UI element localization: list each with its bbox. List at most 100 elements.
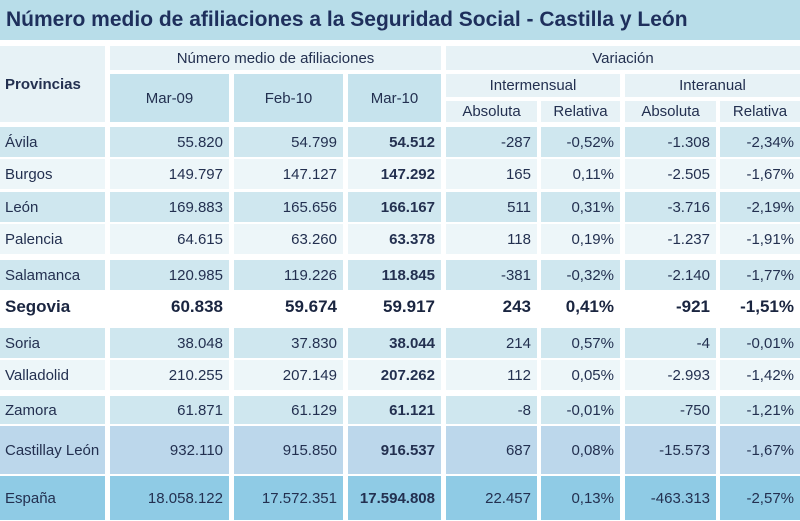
value-cell: -3.716 (625, 192, 716, 222)
value-cell: -1,21% (720, 396, 800, 424)
value-cell: -15.573 (625, 426, 716, 474)
value-cell: 38.044 (348, 328, 441, 358)
value-cell: -1,51% (720, 292, 800, 322)
value-cell: 207.149 (234, 360, 343, 390)
value-cell: -1.308 (625, 127, 716, 157)
value-cell: 147.292 (348, 159, 441, 189)
value-cell: 169.883 (110, 192, 229, 222)
province-label: Soria (5, 334, 41, 352)
intermensual-header: Intermensual (446, 74, 620, 97)
value-cell: -1,77% (720, 260, 800, 290)
value-cell: -2,34% (720, 127, 800, 157)
value-cell: -921 (625, 292, 716, 322)
value-cell: -287 (446, 127, 537, 157)
value-cell: 214 (446, 328, 537, 358)
value-cell: -1,42% (720, 360, 800, 390)
value-cell: 55.820 (110, 127, 229, 157)
province-label: Zamora (5, 401, 57, 419)
value-cell: 932.110 (110, 426, 229, 474)
value-cell: 243 (446, 292, 537, 322)
value-cell: 147.127 (234, 159, 343, 189)
value-cell: 118 (446, 224, 537, 254)
province-cell: Burgos (0, 159, 105, 189)
month-header-2: Feb-10 (234, 74, 343, 122)
province-label: Palencia (5, 230, 63, 248)
value-cell: 64.615 (110, 224, 229, 254)
value-cell: 63.378 (348, 224, 441, 254)
value-cell: -2.140 (625, 260, 716, 290)
province-label: Salamanca (5, 266, 81, 284)
value-cell: -750 (625, 396, 716, 424)
value-cell: -0,32% (541, 260, 620, 290)
province-label: León (5, 198, 39, 216)
province-label: España (5, 489, 56, 507)
value-cell: 17.594.808 (348, 476, 441, 520)
province-cell: León (0, 192, 105, 222)
value-cell: 687 (446, 426, 537, 474)
interanual-header: Interanual (625, 74, 800, 97)
value-cell: 165 (446, 159, 537, 189)
value-cell: -2,57% (720, 476, 800, 520)
value-cell: 0,19% (541, 224, 620, 254)
province-cell: Ávila (0, 127, 105, 157)
table-title: Número medio de afiliaciones a la Seguri… (6, 8, 688, 31)
value-cell: 511 (446, 192, 537, 222)
value-cell: -2.993 (625, 360, 716, 390)
value-cell: -2,19% (720, 192, 800, 222)
value-cell: 18.058.122 (110, 476, 229, 520)
province-cell: Soria (0, 328, 105, 358)
province-label: Ávila (5, 133, 38, 151)
value-cell: 210.255 (110, 360, 229, 390)
province-label: y León (54, 441, 100, 459)
value-cell: 54.512 (348, 127, 441, 157)
value-cell: 916.537 (348, 426, 441, 474)
value-cell: 0,08% (541, 426, 620, 474)
value-cell: 0,11% (541, 159, 620, 189)
value-cell: 61.129 (234, 396, 343, 424)
value-cell: 17.572.351 (234, 476, 343, 520)
value-cell: 165.656 (234, 192, 343, 222)
value-cell: 54.799 (234, 127, 343, 157)
month-header-3: Mar-10 (348, 74, 441, 122)
value-cell: 38.048 (110, 328, 229, 358)
value-cell: 0,13% (541, 476, 620, 520)
value-cell: 61.871 (110, 396, 229, 424)
province-label: Valladolid (5, 366, 69, 384)
province-cell: España (0, 476, 105, 520)
sub-header-3: Absoluta (625, 101, 716, 122)
sub-header-2: Relativa (541, 101, 620, 122)
value-cell: 60.838 (110, 292, 229, 322)
province-cell: Castilla y León (0, 426, 105, 474)
value-cell: 61.121 (348, 396, 441, 424)
value-cell: 0,41% (541, 292, 620, 322)
month-header-1: Mar-09 (110, 74, 229, 122)
province-cell: Salamanca (0, 260, 105, 290)
title-bar: Número medio de afiliaciones a la Seguri… (0, 0, 800, 40)
value-cell: 119.226 (234, 260, 343, 290)
value-cell: 22.457 (446, 476, 537, 520)
value-cell: -1,67% (720, 426, 800, 474)
numero-medio-header: Número medio de afiliaciones (110, 46, 441, 70)
province-cell: Zamora (0, 396, 105, 424)
province-label: Castilla (5, 441, 55, 459)
province-label: Segovia (5, 297, 71, 316)
sub-header-4: Relativa (720, 101, 800, 122)
value-cell: 59.674 (234, 292, 343, 322)
value-cell: -1,91% (720, 224, 800, 254)
value-cell: -2.505 (625, 159, 716, 189)
value-cell: -0,52% (541, 127, 620, 157)
value-cell: 207.262 (348, 360, 441, 390)
value-cell: -1,67% (720, 159, 800, 189)
value-cell: 0,31% (541, 192, 620, 222)
value-cell: 149.797 (110, 159, 229, 189)
sub-header-1: Absoluta (446, 101, 537, 122)
province-cell: Valladolid (0, 360, 105, 390)
province-cell: Segovia (0, 292, 105, 322)
value-cell: 63.260 (234, 224, 343, 254)
value-cell: -1.237 (625, 224, 716, 254)
value-cell: -463.313 (625, 476, 716, 520)
value-cell: 166.167 (348, 192, 441, 222)
value-cell: -381 (446, 260, 537, 290)
value-cell: 59.917 (348, 292, 441, 322)
value-cell: -0,01% (720, 328, 800, 358)
